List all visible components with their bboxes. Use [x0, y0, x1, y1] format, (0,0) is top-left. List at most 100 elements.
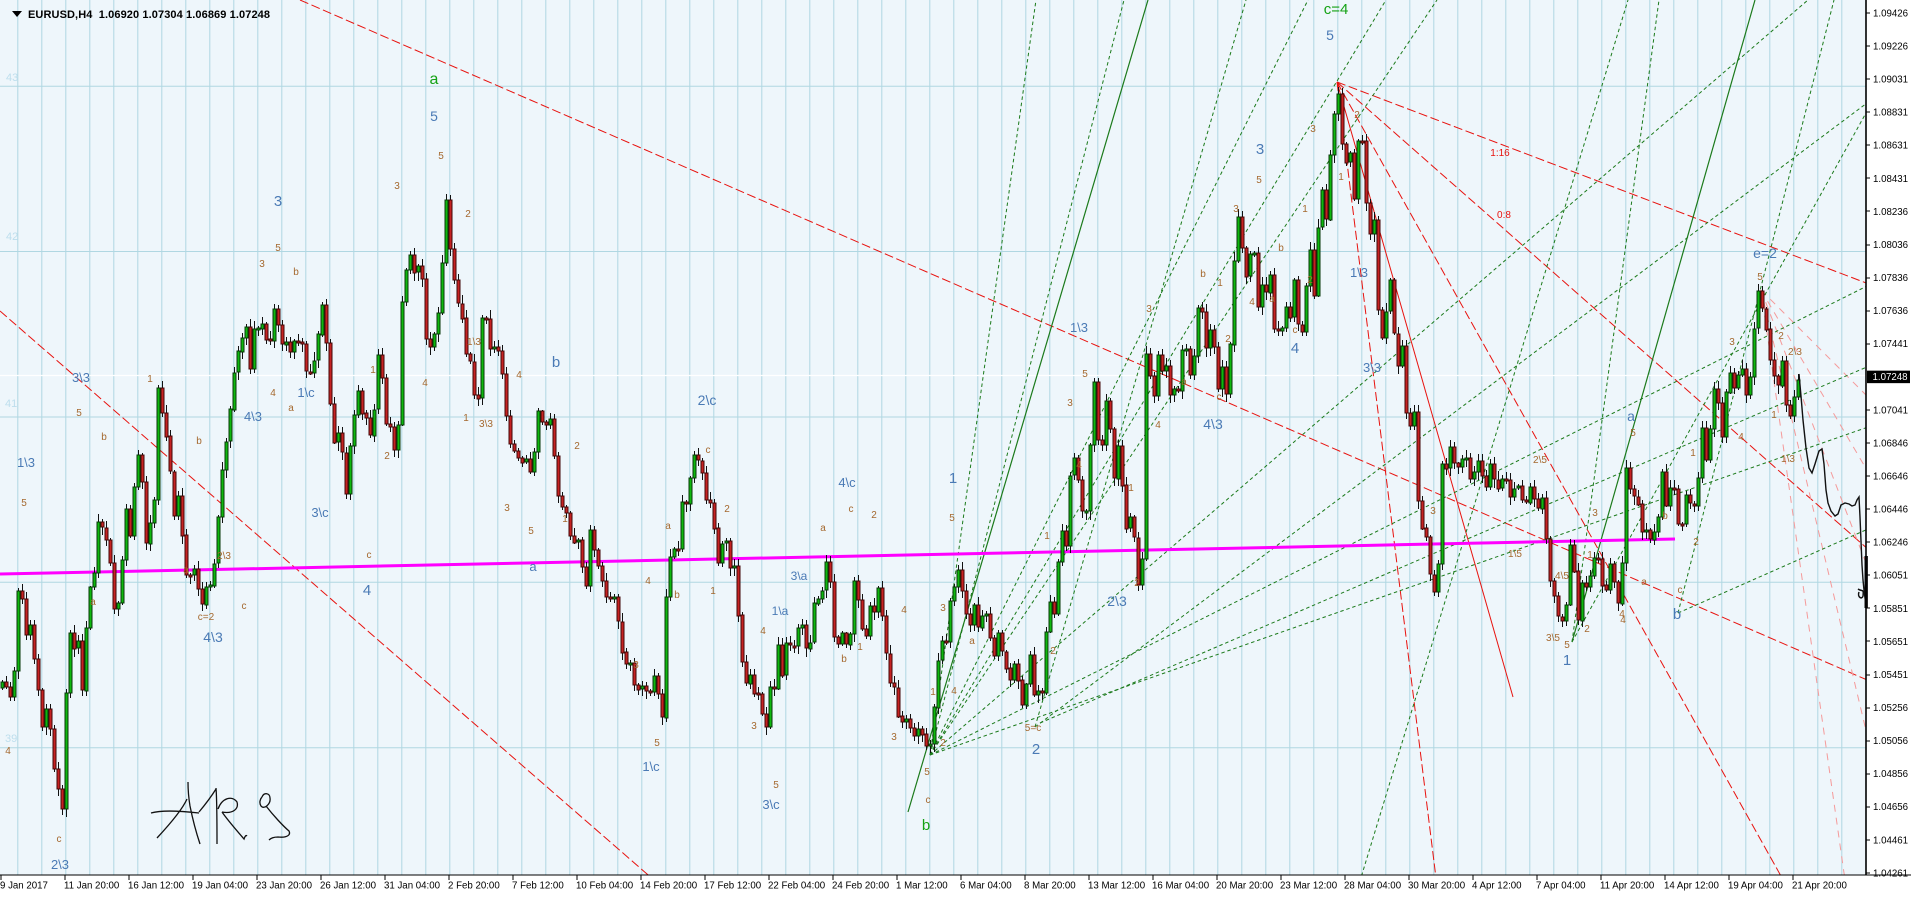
svg-text:1: 1 — [370, 365, 376, 376]
svg-text:2 Feb 20:00: 2 Feb 20:00 — [448, 881, 500, 892]
svg-text:5: 5 — [1630, 428, 1636, 439]
svg-text:3\c: 3\c — [311, 505, 329, 520]
svg-text:1.09426: 1.09426 — [1873, 8, 1908, 19]
svg-text:4: 4 — [1076, 460, 1082, 471]
svg-text:1.07441: 1.07441 — [1873, 339, 1908, 350]
svg-text:3: 3 — [1067, 398, 1073, 409]
svg-text:23 Jan 20:00: 23 Jan 20:00 — [256, 881, 313, 892]
svg-text:c: c — [926, 795, 931, 806]
svg-text:3: 3 — [274, 193, 282, 210]
svg-text:4: 4 — [422, 378, 428, 389]
svg-text:a: a — [665, 521, 671, 532]
svg-text:1: 1 — [1338, 172, 1344, 183]
svg-text:5: 5 — [76, 408, 82, 419]
svg-text:c: c — [1217, 392, 1222, 403]
svg-text:1.07248: 1.07248 — [1873, 372, 1908, 383]
svg-text:b: b — [196, 436, 202, 447]
svg-text:17 Feb 12:00: 17 Feb 12:00 — [704, 881, 762, 892]
svg-text:1.08831: 1.08831 — [1873, 108, 1908, 119]
svg-text:1: 1 — [710, 586, 716, 597]
svg-text:4: 4 — [1619, 609, 1625, 620]
svg-text:2: 2 — [384, 451, 390, 462]
svg-text:26 Jan 12:00: 26 Jan 12:00 — [320, 881, 377, 892]
svg-text:a: a — [183, 565, 189, 576]
svg-text:5: 5 — [924, 767, 930, 778]
svg-text:3: 3 — [940, 603, 946, 614]
svg-text:41: 41 — [5, 398, 17, 410]
svg-text:5: 5 — [773, 780, 779, 791]
svg-text:c: c — [849, 504, 854, 515]
svg-text:a: a — [288, 403, 294, 414]
svg-text:2: 2 — [1693, 537, 1699, 548]
svg-text:1.07836: 1.07836 — [1873, 273, 1908, 284]
svg-text:a: a — [529, 559, 537, 574]
svg-text:39: 39 — [5, 733, 17, 745]
svg-text:1.04856: 1.04856 — [1873, 769, 1908, 780]
svg-text:3\a: 3\a — [791, 569, 808, 583]
svg-text:5: 5 — [430, 108, 438, 124]
svg-text:4\5: 4\5 — [1555, 571, 1569, 582]
svg-text:24 Feb 20:00: 24 Feb 20:00 — [832, 881, 890, 892]
svg-text:5: 5 — [528, 526, 534, 537]
svg-text:3: 3 — [259, 259, 265, 270]
svg-text:10 Feb 04:00: 10 Feb 04:00 — [576, 881, 634, 892]
svg-text:21 Apr 20:00: 21 Apr 20:00 — [1792, 881, 1848, 892]
svg-text:16 Mar 04:00: 16 Mar 04:00 — [1152, 881, 1210, 892]
svg-text:a: a — [1641, 577, 1647, 588]
svg-text:1.07041: 1.07041 — [1873, 405, 1908, 416]
svg-text:b: b — [101, 432, 107, 443]
svg-text:2: 2 — [1584, 624, 1590, 635]
svg-text:c: c — [367, 550, 372, 561]
svg-text:4: 4 — [363, 582, 371, 599]
svg-text:1.08431: 1.08431 — [1873, 174, 1908, 185]
svg-text:b: b — [1278, 243, 1284, 254]
svg-text:3: 3 — [633, 660, 639, 671]
svg-text:2: 2 — [1354, 110, 1360, 121]
svg-text:3: 3 — [1592, 508, 1598, 519]
svg-text:43: 43 — [6, 72, 18, 84]
svg-text:1: 1 — [1771, 410, 1777, 421]
svg-text:11 Apr 20:00: 11 Apr 20:00 — [1600, 881, 1655, 892]
svg-text:c: c — [706, 445, 711, 456]
svg-text:2: 2 — [940, 738, 946, 749]
svg-text:14 Feb 20:00: 14 Feb 20:00 — [640, 881, 698, 892]
svg-text:4 Apr 12:00: 4 Apr 12:00 — [1472, 881, 1522, 892]
svg-text:3: 3 — [891, 732, 897, 743]
svg-text:3\c: 3\c — [762, 797, 780, 812]
svg-text:1\5: 1\5 — [1508, 549, 1522, 560]
svg-text:1\3: 1\3 — [467, 337, 481, 348]
svg-text:1: 1 — [1128, 483, 1134, 494]
svg-text:31 Jan 04:00: 31 Jan 04:00 — [384, 881, 441, 892]
svg-text:b: b — [552, 354, 560, 371]
svg-text:1.09031: 1.09031 — [1873, 75, 1908, 86]
svg-text:5: 5 — [21, 498, 27, 509]
svg-text:2\3: 2\3 — [1788, 347, 1802, 358]
svg-text:28 Mar 04:00: 28 Mar 04:00 — [1344, 881, 1402, 892]
svg-text:c: c — [242, 601, 247, 612]
svg-text:7 Apr 04:00: 7 Apr 04:00 — [1536, 881, 1586, 892]
svg-text:1.06051: 1.06051 — [1873, 571, 1908, 582]
svg-text:1.06646: 1.06646 — [1873, 472, 1908, 483]
svg-text:1: 1 — [857, 642, 863, 653]
svg-text:1\c: 1\c — [642, 759, 660, 774]
svg-text:b: b — [1662, 511, 1668, 522]
svg-text:2: 2 — [871, 510, 877, 521]
svg-text:1: 1 — [1044, 531, 1050, 542]
svg-text:1.05851: 1.05851 — [1873, 604, 1908, 615]
svg-text:a: a — [90, 597, 96, 608]
svg-text:11 Jan 20:00: 11 Jan 20:00 — [64, 881, 120, 892]
svg-text:1.05056: 1.05056 — [1873, 736, 1908, 747]
svg-text:2: 2 — [1050, 646, 1056, 657]
svg-text:EURUSD,H4 1.06920 1.07304 1.0: EURUSD,H4 1.06920 1.07304 1.06869 1.0724… — [28, 9, 270, 21]
svg-text:b: b — [841, 654, 847, 665]
svg-text:6 Mar 04:00: 6 Mar 04:00 — [960, 881, 1012, 892]
svg-text:b: b — [1200, 269, 1206, 280]
svg-text:2: 2 — [1225, 334, 1231, 345]
svg-text:2: 2 — [1134, 578, 1140, 589]
svg-text:3\3: 3\3 — [72, 370, 90, 385]
svg-text:2\3: 2\3 — [217, 551, 231, 562]
svg-text:19 Jan 04:00: 19 Jan 04:00 — [192, 881, 249, 892]
svg-text:0:8: 0:8 — [1497, 210, 1511, 221]
svg-text:4: 4 — [760, 626, 766, 637]
svg-text:1: 1 — [147, 374, 153, 385]
